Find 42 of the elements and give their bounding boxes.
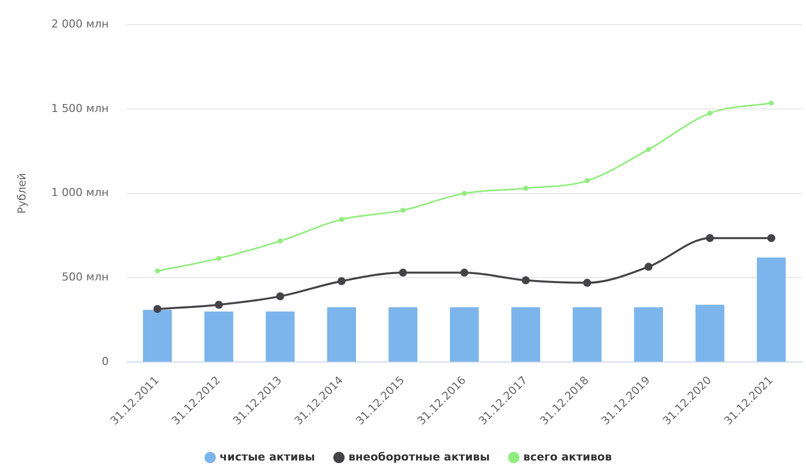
y-tick-label: 1 500 млн [51, 102, 109, 115]
legend-label: чистые активы [220, 450, 316, 464]
bar [695, 304, 724, 362]
y-tick-label: 500 млн [62, 270, 109, 284]
bar [204, 312, 234, 362]
bar [142, 310, 172, 362]
point [276, 292, 284, 300]
point [583, 278, 592, 287]
y-axis-title: Рублей [15, 172, 28, 214]
point [339, 217, 344, 222]
point [154, 268, 160, 274]
y-tick-label: 2 000 млн [51, 17, 109, 30]
point [216, 256, 222, 261]
point [646, 146, 652, 152]
bar [756, 257, 786, 362]
bar [266, 312, 295, 362]
point [706, 234, 714, 242]
point [153, 304, 162, 313]
bar [327, 307, 356, 362]
point [767, 234, 776, 242]
point [400, 208, 406, 213]
point [584, 178, 590, 184]
y-tick-label: 1 000 млн [51, 186, 109, 200]
bar [634, 307, 663, 362]
point [644, 262, 653, 271]
legend-label: внеоборотные активы [348, 450, 490, 464]
point [214, 300, 223, 309]
point [462, 190, 467, 196]
bar [572, 307, 602, 362]
point [522, 276, 530, 284]
bar [511, 307, 540, 362]
point [768, 100, 774, 106]
bar [388, 307, 418, 362]
legend-label: всего активов [523, 450, 612, 464]
point [523, 186, 528, 191]
y-tick-label: 0 [102, 354, 109, 368]
point [278, 238, 283, 244]
point [398, 268, 407, 277]
point [707, 110, 712, 116]
point [338, 277, 346, 286]
bar [450, 307, 479, 362]
point [460, 268, 468, 277]
